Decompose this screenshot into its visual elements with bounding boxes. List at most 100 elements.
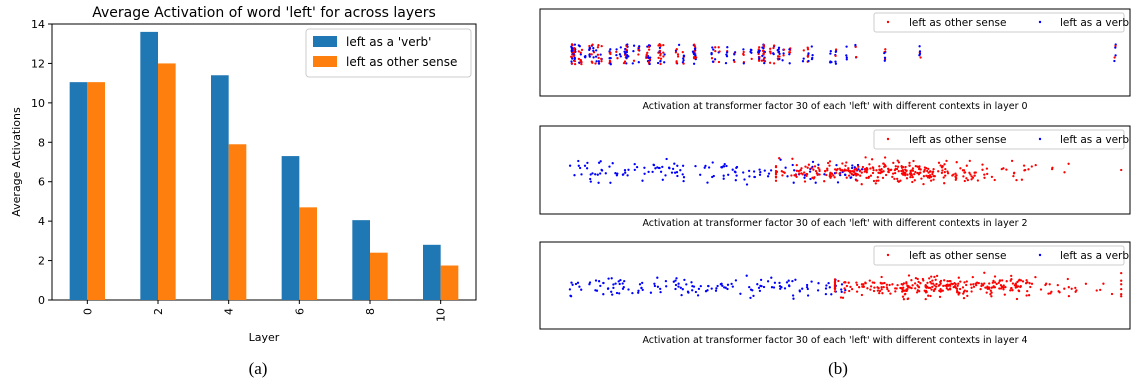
- point-other-layer-4: [1017, 285, 1020, 288]
- point-verb-layer-0: [693, 43, 696, 46]
- point-other-layer-0: [845, 54, 848, 57]
- point-other-layer-4: [955, 287, 959, 291]
- legend-marker-other-layer-2: [886, 137, 890, 141]
- point-other-layer-4: [977, 281, 980, 285]
- point-other-layer-4: [923, 289, 926, 292]
- point-other-layer-2: [878, 168, 881, 171]
- point-verb-layer-0: [579, 53, 582, 56]
- point-other-layer-0: [600, 44, 603, 48]
- point-other-layer-2: [912, 159, 915, 163]
- y-axis-label: Average Activations: [10, 107, 23, 217]
- point-other-layer-2: [897, 170, 900, 173]
- point-verb-layer-0: [806, 46, 809, 49]
- point-other-layer-4: [1002, 288, 1005, 291]
- point-other-layer-4: [949, 284, 952, 287]
- point-other-layer-4: [1120, 293, 1123, 296]
- point-verb-layer-0: [834, 50, 837, 54]
- point-other-layer-4: [1110, 292, 1114, 296]
- point-other-layer-2: [962, 175, 965, 178]
- point-other-layer-2: [865, 176, 868, 180]
- point-verb-layer-0: [711, 46, 714, 49]
- point-verb-layer-2: [722, 177, 725, 180]
- point-verb-layer-2: [767, 172, 771, 175]
- bar-verb-layer-0: [69, 82, 88, 301]
- point-other-layer-4: [1010, 274, 1013, 278]
- point-other-layer-2: [1013, 171, 1016, 174]
- point-verb-layer-2: [694, 164, 697, 168]
- point-verb-layer-2: [817, 163, 820, 166]
- point-other-layer-0: [788, 53, 791, 56]
- point-other-layer-4: [902, 298, 906, 301]
- point-other-layer-2: [911, 167, 915, 170]
- point-other-layer-2: [1030, 165, 1033, 168]
- point-other-layer-2: [1022, 164, 1026, 167]
- point-other-layer-2: [782, 170, 785, 174]
- point-other-layer-4: [1017, 289, 1020, 292]
- caption-a: (a): [249, 359, 268, 378]
- point-other-layer-2: [896, 159, 899, 162]
- point-other-layer-0: [623, 60, 627, 63]
- point-other-layer-2: [882, 162, 885, 165]
- point-other-layer-4: [1120, 279, 1123, 282]
- point-verb-layer-4: [726, 283, 730, 286]
- point-verb-layer-0: [884, 48, 887, 51]
- point-other-layer-4: [953, 282, 956, 285]
- point-other-layer-0: [609, 51, 612, 54]
- point-other-layer-2: [834, 171, 838, 175]
- point-verb-layer-4: [745, 274, 748, 277]
- point-verb-layer-4: [622, 285, 625, 289]
- point-other-layer-4: [1034, 275, 1037, 279]
- point-verb-layer-0: [692, 62, 696, 65]
- point-verb-layer-4: [597, 280, 601, 283]
- point-verb-layer-4: [759, 278, 763, 282]
- point-other-layer-0: [801, 60, 805, 63]
- point-verb-layer-4: [825, 284, 828, 287]
- point-other-layer-2: [870, 158, 874, 161]
- point-verb-layer-0: [750, 51, 753, 54]
- point-other-layer-0: [675, 60, 678, 63]
- point-verb-layer-4: [840, 288, 843, 291]
- point-verb-layer-2: [791, 163, 794, 167]
- point-other-layer-4: [1048, 283, 1051, 286]
- point-other-layer-4: [930, 275, 933, 278]
- point-other-layer-2: [857, 165, 860, 168]
- point-other-layer-4: [919, 282, 922, 285]
- point-other-layer-2: [894, 167, 897, 171]
- point-verb-layer-2: [624, 171, 627, 174]
- point-verb-layer-0: [626, 43, 629, 46]
- point-verb-layer-0: [778, 55, 781, 58]
- point-other-layer-0: [781, 59, 784, 62]
- point-other-layer-2: [908, 161, 911, 165]
- point-other-layer-4: [995, 282, 998, 286]
- point-verb-layer-4: [792, 297, 795, 300]
- point-verb-layer-2: [665, 157, 668, 161]
- point-other-layer-2: [931, 172, 934, 176]
- point-other-layer-4: [962, 296, 966, 300]
- point-other-layer-0: [659, 57, 663, 60]
- point-other-layer-4: [839, 296, 843, 299]
- point-verb-layer-2: [706, 181, 709, 184]
- point-other-layer-2: [929, 170, 932, 173]
- point-verb-layer-2: [578, 166, 582, 170]
- point-verb-layer-4: [612, 283, 615, 286]
- point-other-layer-2: [850, 173, 854, 176]
- point-other-layer-2: [891, 172, 895, 175]
- point-other-layer-2: [890, 168, 893, 171]
- point-other-layer-4: [948, 279, 951, 283]
- point-verb-layer-2: [608, 165, 611, 168]
- point-verb-layer-0: [588, 55, 591, 58]
- point-other-layer-0: [682, 57, 685, 60]
- point-verb-layer-2: [725, 164, 728, 168]
- point-other-layer-2: [1010, 159, 1014, 163]
- point-other-layer-4: [957, 291, 960, 294]
- point-verb-layer-0: [682, 62, 685, 65]
- point-other-layer-2: [902, 165, 905, 169]
- point-other-layer-4: [924, 283, 927, 287]
- point-other-layer-2: [868, 163, 871, 166]
- point-verb-layer-4: [571, 283, 574, 286]
- y-tick-label: 2: [38, 255, 45, 268]
- point-verb-layer-4: [614, 282, 617, 285]
- point-verb-layer-0: [1113, 59, 1116, 63]
- point-verb-layer-4: [801, 287, 804, 290]
